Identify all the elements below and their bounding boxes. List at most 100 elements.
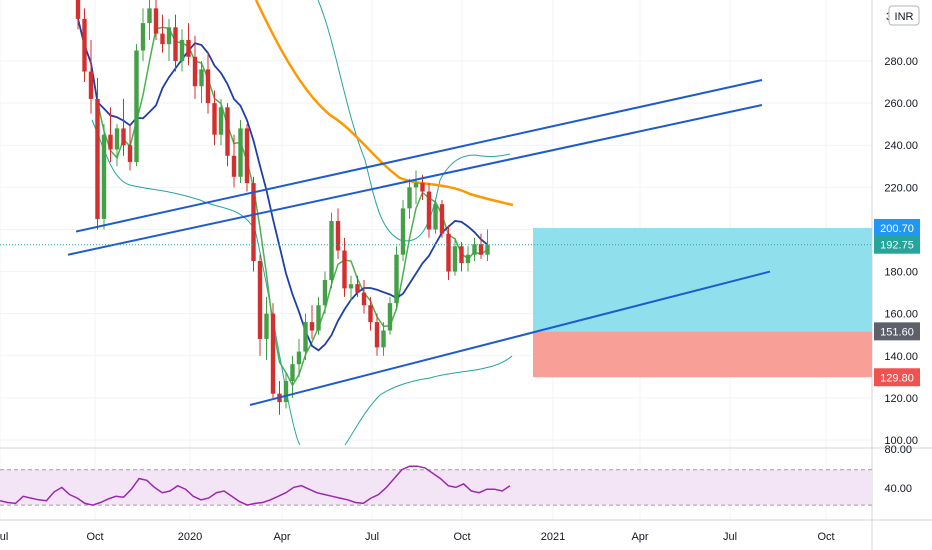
candle-body xyxy=(121,128,126,146)
candle-body xyxy=(381,330,386,348)
rsi-tick-label: 40.00 xyxy=(884,483,912,495)
candle-body xyxy=(348,284,354,289)
time-axis[interactable]: ul Oct 2020 Apr Jul Oct 2021 Apr Jul Oct xyxy=(0,531,835,543)
time-tick-label: 2021 xyxy=(541,531,565,543)
stop-zone[interactable] xyxy=(533,331,872,378)
price-tick-label: 160.00 xyxy=(884,309,918,321)
candle-body xyxy=(283,381,289,403)
price-badge-stop[interactable] xyxy=(874,368,920,387)
time-tick-label: Apr xyxy=(273,531,290,543)
candle-body xyxy=(485,244,490,255)
candle-body xyxy=(179,39,185,61)
candle-body xyxy=(166,27,172,45)
candle-body xyxy=(108,134,113,150)
candle-body xyxy=(329,221,334,280)
price-axis[interactable]: 100.00 120.00 140.00 160.00 180.00 220.00 240.… xyxy=(874,11,920,495)
price-badge-target[interactable] xyxy=(874,218,920,237)
time-tick-label: Oct xyxy=(453,531,470,543)
candle-body xyxy=(446,233,451,272)
candle-body xyxy=(309,322,315,331)
candle-body xyxy=(439,204,445,234)
candle-body xyxy=(374,322,380,348)
candle-body xyxy=(413,183,419,188)
price-tick-label: 280.00 xyxy=(884,56,918,68)
price-tick-label: 100.00 xyxy=(884,435,918,447)
rsi-tick-label: 80.00 xyxy=(884,444,912,456)
time-tick-label: Apr xyxy=(631,531,648,543)
candle-body xyxy=(114,128,120,150)
channel-upper-line[interactable] xyxy=(75,79,763,233)
price-badge-label: 129.80 xyxy=(880,372,914,384)
candle-body xyxy=(400,208,406,255)
price-badge-entry[interactable] xyxy=(874,322,920,341)
sma-slow-line xyxy=(254,0,514,207)
price-badge-price[interactable] xyxy=(874,235,920,254)
candle-body xyxy=(303,322,308,352)
candle-body xyxy=(88,71,94,99)
candle-body xyxy=(95,98,100,219)
candle-body xyxy=(101,134,107,219)
price-badge-label: 151.60 xyxy=(880,326,914,338)
moving-averages xyxy=(77,0,514,387)
candle-body xyxy=(160,33,165,45)
currency-label: INR xyxy=(895,11,914,23)
rsi-line xyxy=(0,465,511,506)
candle-body xyxy=(212,103,217,135)
candle-body xyxy=(225,107,230,156)
price-tick-label: 260.00 xyxy=(884,98,918,110)
candle-body xyxy=(387,303,393,331)
candle-body xyxy=(342,250,347,289)
time-tick-label: Oct xyxy=(86,531,103,543)
candle-body xyxy=(147,8,152,24)
candle-body xyxy=(433,204,438,230)
channel-lower-line[interactable] xyxy=(249,270,771,406)
candle-body xyxy=(218,107,224,135)
long-position-zones[interactable] xyxy=(533,227,872,378)
candle-body xyxy=(322,279,328,306)
candle-body xyxy=(316,305,321,331)
candle-body xyxy=(134,50,139,163)
candle-body xyxy=(186,39,191,57)
candle-body xyxy=(394,254,399,304)
candle-body xyxy=(173,27,178,61)
candle-body xyxy=(290,364,295,382)
channel-lines[interactable] xyxy=(0,79,872,406)
candle-body xyxy=(75,0,81,19)
candle-body xyxy=(478,244,484,255)
candle-body xyxy=(465,254,471,264)
bollinger-lower-left xyxy=(91,119,301,446)
channel-mid-line[interactable] xyxy=(67,104,763,256)
candle-body xyxy=(452,246,458,272)
sma-mid-line xyxy=(77,18,489,352)
candle-body xyxy=(244,128,250,184)
time-tick-label: ul xyxy=(0,531,8,543)
candle-body xyxy=(257,261,263,339)
bollinger-bands xyxy=(91,0,513,446)
candle-body xyxy=(192,56,198,87)
candle-body xyxy=(459,246,464,264)
target-zone[interactable] xyxy=(533,227,872,332)
price-badge-label: 200.70 xyxy=(880,223,914,235)
currency-button[interactable]: INR xyxy=(888,5,920,26)
price-tick-label: 120.00 xyxy=(884,393,918,405)
candle-body xyxy=(82,18,87,72)
candle-body xyxy=(205,69,211,104)
candle-body xyxy=(264,313,269,339)
candle-body xyxy=(296,351,302,365)
bollinger-lower-right xyxy=(344,355,513,446)
price-badge-label: 192.75 xyxy=(880,240,914,252)
candle-body xyxy=(361,292,367,306)
candle-body xyxy=(153,8,159,34)
price-tick-label: 220.00 xyxy=(884,182,918,194)
time-tick-label: 2020 xyxy=(178,531,202,543)
candle-body xyxy=(127,145,133,163)
candle-body xyxy=(199,69,204,87)
candle-body xyxy=(407,187,412,209)
price-tick-label: 180.00 xyxy=(884,267,918,279)
candle-body xyxy=(420,183,425,192)
candle-body xyxy=(355,284,360,293)
candle-body xyxy=(238,128,243,177)
candle-body xyxy=(270,313,276,394)
sma-fast-line xyxy=(77,18,488,387)
